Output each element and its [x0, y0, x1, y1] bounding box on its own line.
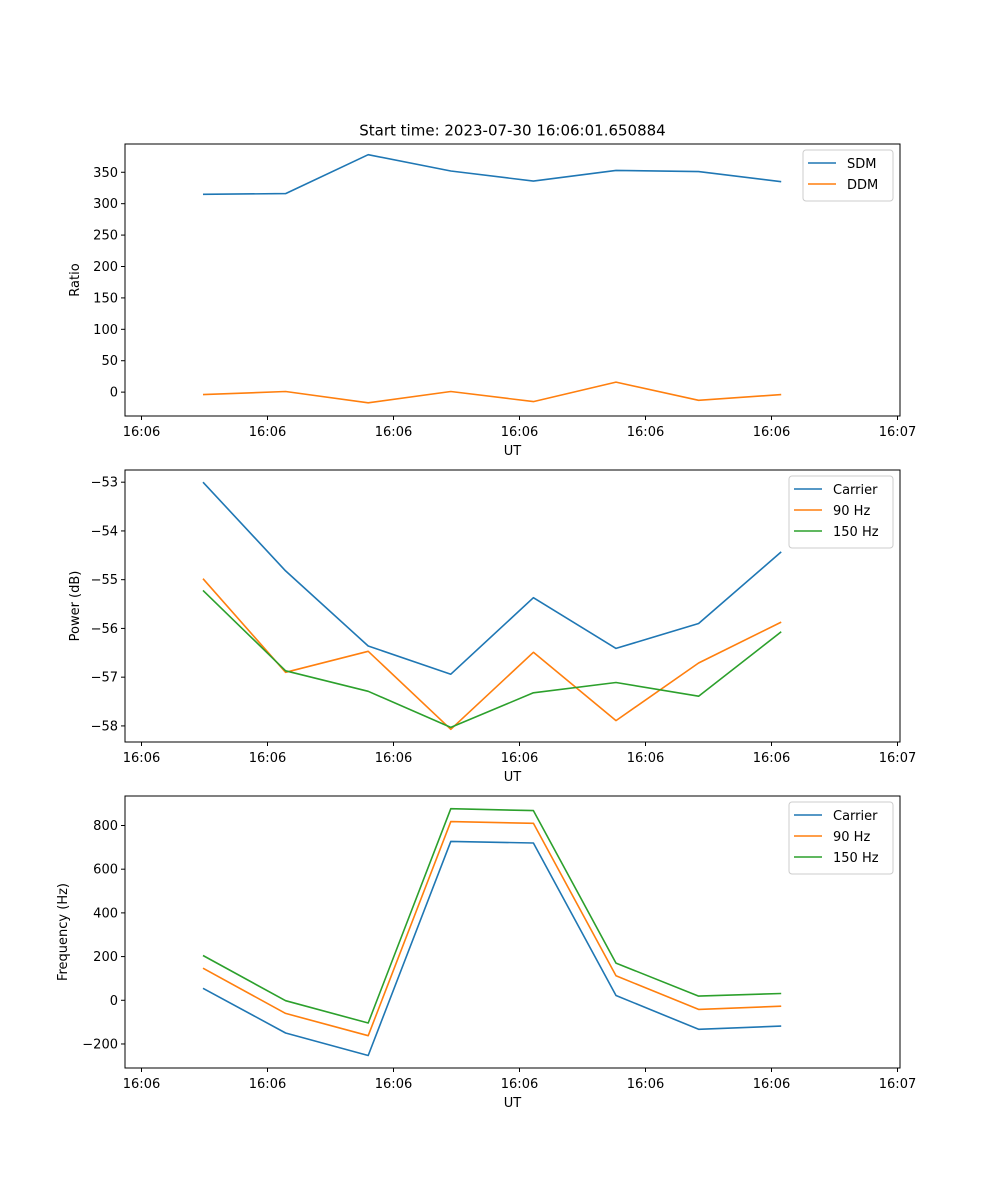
- x-tick-label: 16:06: [753, 751, 790, 766]
- x-tick-label: 16:06: [501, 425, 538, 440]
- x-tick-label: 16:06: [627, 751, 664, 766]
- legend-box: [788, 801, 894, 875]
- x-tick-label: 16:06: [753, 1077, 790, 1092]
- y-tick-label: −54: [91, 524, 118, 539]
- x-tick-label: 16:06: [375, 1077, 412, 1092]
- series-line-150-hz: [202, 589, 782, 729]
- legend-label: 90 Hz: [833, 504, 870, 519]
- power-panel: −58 −57 −56 −55 −54 −53 16:06 16:06 16:06 16:06 16…: [68, 469, 916, 785]
- series-line-carrier: [202, 481, 782, 676]
- y-tick-label: 0: [110, 386, 118, 401]
- legend-label: 150 Hz: [833, 851, 879, 866]
- y-axis-label: Power (dB): [68, 571, 83, 642]
- series-line-90-hz: [202, 820, 782, 1037]
- y-tick-label: −200: [82, 1037, 118, 1052]
- y-tick-label: −55: [91, 573, 118, 588]
- y-tick-label: 50: [101, 354, 118, 369]
- y-tick-label: −53: [91, 476, 118, 491]
- y-tick-label: 300: [93, 197, 118, 212]
- axes-frame: [124, 143, 901, 417]
- x-tick-label: 16:07: [879, 425, 916, 440]
- x-tick-label: 16:06: [375, 425, 412, 440]
- series-line-150-hz: [202, 807, 782, 1024]
- legend-label: Carrier: [833, 809, 878, 824]
- x-tick-label: 16:06: [501, 751, 538, 766]
- y-axis-label: Frequency (Hz): [56, 883, 71, 981]
- y-tick-label: 600: [93, 863, 118, 878]
- y-tick-label: 250: [93, 229, 118, 244]
- series-line-90-hz: [202, 578, 782, 731]
- y-tick-label: 400: [93, 906, 118, 921]
- x-axis-label: UT: [504, 1096, 522, 1111]
- y-tick-label: 150: [93, 291, 118, 306]
- x-axis-label: UT: [504, 444, 522, 459]
- y-tick-label: 200: [93, 950, 118, 965]
- y-tick-label: −58: [91, 719, 118, 734]
- x-tick-label: 16:07: [879, 1077, 916, 1092]
- x-tick-label: 16:06: [501, 1077, 538, 1092]
- legend-label: 90 Hz: [833, 830, 870, 845]
- x-tick-label: 16:06: [123, 425, 160, 440]
- series-line-carrier: [202, 840, 782, 1057]
- legend: Carrier 90 Hz 150 Hz: [788, 475, 894, 549]
- x-tick-label: 16:07: [879, 751, 916, 766]
- figure-title: Start time: 2023-07-30 16:06:01.650884: [359, 122, 665, 140]
- x-axis-label: UT: [504, 770, 522, 785]
- legend-label: SDM: [847, 157, 876, 172]
- legend-box: [788, 475, 894, 549]
- series-line-ddm: [202, 381, 782, 404]
- x-tick-label: 16:06: [753, 425, 790, 440]
- x-tick-label: 16:06: [123, 1077, 160, 1092]
- x-tick-label: 16:06: [249, 751, 286, 766]
- x-tick-label: 16:06: [375, 751, 412, 766]
- legend-label: 150 Hz: [833, 525, 879, 540]
- y-tick-label: 800: [93, 819, 118, 834]
- y-tick-label: 200: [93, 260, 118, 275]
- x-tick-label: 16:06: [627, 425, 664, 440]
- x-tick-label: 16:06: [627, 1077, 664, 1092]
- y-tick-label: 0: [110, 994, 118, 1009]
- legend: Carrier 90 Hz 150 Hz: [788, 801, 894, 875]
- y-tick-label: −56: [91, 622, 118, 637]
- axes-frame: [124, 469, 901, 743]
- frequency-panel: −200 0 200 400 600 800 16:06 16:06 16:06 16:06 16:…: [56, 795, 916, 1111]
- axes-frame: [124, 795, 901, 1069]
- y-axis-label: Ratio: [68, 263, 83, 296]
- legend-label: Carrier: [833, 483, 878, 498]
- y-tick-label: 100: [93, 323, 118, 338]
- y-tick-label: 350: [93, 166, 118, 181]
- series-line-sdm: [202, 153, 782, 196]
- legend: SDM DDM: [802, 149, 894, 202]
- y-tick-label: −57: [91, 671, 118, 686]
- ratio-panel: 0 50 100 150 200 250 300 350 16:06 16:06 16:06 16:0…: [68, 143, 916, 459]
- x-tick-label: 16:06: [123, 751, 160, 766]
- x-tick-label: 16:06: [249, 1077, 286, 1092]
- x-tick-label: 16:06: [249, 425, 286, 440]
- legend-label: DDM: [847, 178, 878, 193]
